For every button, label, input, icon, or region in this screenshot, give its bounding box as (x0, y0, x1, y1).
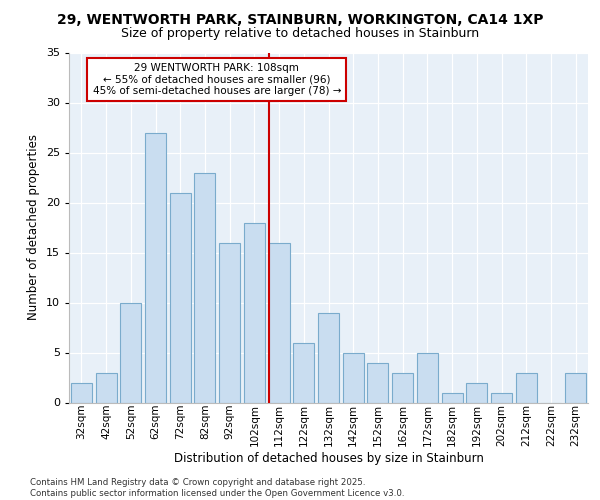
Bar (95, 372, 116, 402)
Text: Size of property relative to detached houses in Stainburn: Size of property relative to detached ho… (121, 28, 479, 40)
Text: Contains HM Land Registry data © Crown copyright and database right 2025.
Contai: Contains HM Land Registry data © Crown c… (30, 478, 404, 498)
Bar (417, 352, 438, 403)
Bar (367, 362, 388, 403)
Bar (269, 242, 290, 402)
X-axis label: Distribution of detached houses by size in Stainburn: Distribution of detached houses by size … (173, 452, 484, 464)
Bar (565, 372, 586, 402)
Bar (194, 172, 215, 402)
Bar (392, 372, 413, 402)
Bar (491, 392, 512, 402)
Bar (244, 222, 265, 402)
Text: 29 WENTWORTH PARK: 108sqm
← 55% of detached houses are smaller (96)
45% of semi-: 29 WENTWORTH PARK: 108sqm ← 55% of detac… (92, 63, 341, 96)
Bar (219, 242, 240, 402)
Bar (442, 392, 463, 402)
Bar (466, 382, 487, 402)
Bar (318, 312, 339, 402)
Text: 29, WENTWORTH PARK, STAINBURN, WORKINGTON, CA14 1XP: 29, WENTWORTH PARK, STAINBURN, WORKINGTO… (57, 12, 543, 26)
Bar (71, 382, 92, 402)
Bar (120, 302, 141, 402)
Bar (293, 342, 314, 402)
Bar (516, 372, 537, 402)
Y-axis label: Number of detached properties: Number of detached properties (27, 134, 40, 320)
Bar (170, 192, 191, 402)
Bar (145, 132, 166, 402)
Bar (343, 352, 364, 403)
